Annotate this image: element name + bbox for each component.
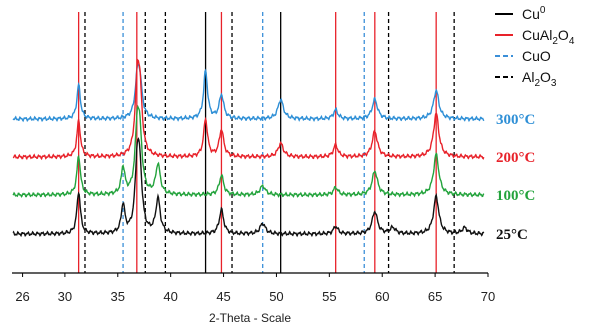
x-tick-label: 35 xyxy=(111,289,125,304)
trace-300c xyxy=(12,63,485,123)
x-axis-title: 2-Theta - Scale xyxy=(209,311,291,325)
x-tick-label: 70 xyxy=(481,289,495,304)
x-tick-label: 65 xyxy=(428,289,442,304)
legend-label: CuO xyxy=(522,48,551,64)
x-tick-label: 26 xyxy=(15,289,29,304)
series-labels: 300°C 200°C 100°C 25°C xyxy=(496,112,535,243)
x-axis: 26 30 35 40 45 50 55 60 65 70 xyxy=(12,272,495,304)
x-tick-label: 60 xyxy=(375,289,389,304)
legend-label: CuAl2O4 xyxy=(522,27,575,47)
legend-label: Cu0 xyxy=(522,5,546,22)
x-tick-label: 50 xyxy=(269,289,283,304)
diffraction-traces xyxy=(12,58,485,238)
series-label: 100°C xyxy=(496,188,535,204)
trace-100c xyxy=(12,104,485,198)
trace-25c xyxy=(12,137,485,238)
series-label: 300°C xyxy=(496,112,535,128)
x-tick-label: 40 xyxy=(163,289,177,304)
series-label: 200°C xyxy=(496,150,535,166)
trace-200c xyxy=(12,58,485,161)
x-tick-label: 30 xyxy=(58,289,72,304)
x-tick-label: 55 xyxy=(322,289,336,304)
legend-label: Al2O3 xyxy=(522,69,557,89)
series-label: 25°C xyxy=(496,227,528,243)
x-tick-label: 45 xyxy=(216,289,230,304)
